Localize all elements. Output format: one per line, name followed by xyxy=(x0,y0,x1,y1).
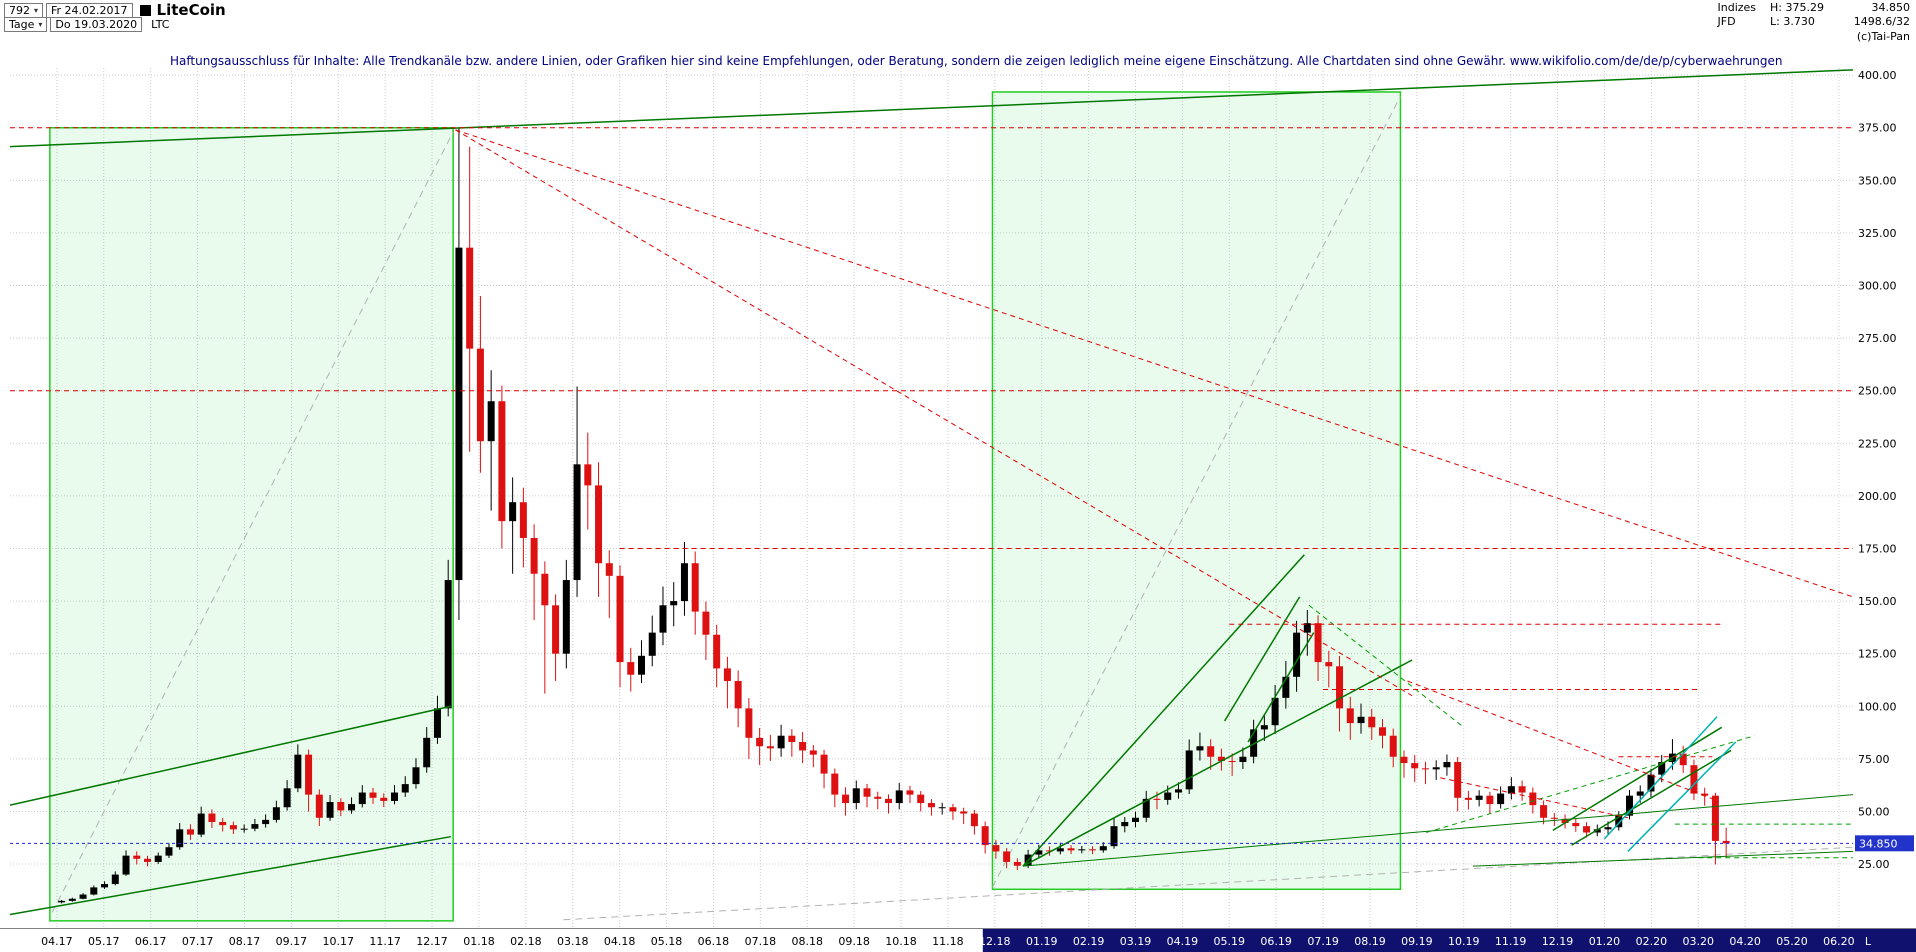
svg-text:06.17: 06.17 xyxy=(135,935,167,948)
symbol-code: LTC xyxy=(151,18,170,31)
svg-text:08.18: 08.18 xyxy=(791,935,823,948)
copyright-label: (c)Tai-Pan xyxy=(1856,30,1910,43)
svg-text:350.00: 350.00 xyxy=(1858,174,1897,187)
svg-text:09.18: 09.18 xyxy=(838,935,870,948)
svg-text:11.18: 11.18 xyxy=(932,935,964,948)
svg-text:09.17: 09.17 xyxy=(276,935,308,948)
svg-text:325.00: 325.00 xyxy=(1858,227,1897,240)
svg-text:02.19: 02.19 xyxy=(1073,935,1105,948)
svg-text:125.00: 125.00 xyxy=(1858,648,1897,661)
price-axis: 400.00 375.00 350.00 325.00 300.00 275.00 250.… xyxy=(41,69,1914,948)
svg-text:10.19: 10.19 xyxy=(1448,935,1480,948)
svg-text:200.00: 200.00 xyxy=(1858,490,1897,503)
svg-text:06.18: 06.18 xyxy=(698,935,730,948)
svg-text:01.20: 01.20 xyxy=(1589,935,1621,948)
scale-mode-label: L xyxy=(1865,935,1872,948)
caret-down-icon: ▾ xyxy=(38,20,43,29)
svg-text:12.18: 12.18 xyxy=(979,935,1011,948)
svg-text:07.18: 07.18 xyxy=(745,935,777,948)
svg-text:05.20: 05.20 xyxy=(1776,935,1808,948)
date-to-field[interactable]: Do 19.03.2020 xyxy=(50,17,143,32)
svg-text:05.18: 05.18 xyxy=(651,935,683,948)
svg-text:100.00: 100.00 xyxy=(1858,700,1897,713)
svg-text:225.00: 225.00 xyxy=(1858,437,1897,450)
svg-text:50.00: 50.00 xyxy=(1858,805,1890,818)
disclaimer-text: Haftungsausschluss für Inhalte: Alle Tre… xyxy=(170,54,1783,68)
svg-text:03.18: 03.18 xyxy=(557,935,589,948)
svg-text:02.18: 02.18 xyxy=(510,935,542,948)
bar-count-dropdown[interactable]: 792 ▾ xyxy=(4,2,44,18)
svg-text:06.20: 06.20 xyxy=(1823,935,1855,948)
svg-text:75.00: 75.00 xyxy=(1858,753,1890,766)
svg-text:08.19: 08.19 xyxy=(1354,935,1386,948)
low-value: L: 3.730 xyxy=(1770,15,1815,28)
header-row-2: Tage ▾ Do 19.03.2020 LTC xyxy=(4,17,169,32)
svg-text:150.00: 150.00 xyxy=(1858,595,1897,608)
svg-text:01.18: 01.18 xyxy=(463,935,495,948)
svg-text:12.17: 12.17 xyxy=(416,935,448,948)
svg-text:11.19: 11.19 xyxy=(1495,935,1527,948)
svg-text:250.00: 250.00 xyxy=(1858,385,1897,398)
svg-text:01.19: 01.19 xyxy=(1026,935,1058,948)
svg-text:05.19: 05.19 xyxy=(1214,935,1246,948)
high-value: H: 375.29 xyxy=(1770,1,1824,14)
date-from-field[interactable]: Fr 24.02.2017 xyxy=(46,2,133,18)
trend-lines-back xyxy=(51,95,1853,921)
svg-text:10.17: 10.17 xyxy=(323,935,355,948)
chart-plot-area[interactable] xyxy=(10,68,1853,928)
date-from-value: Fr 24.02.2017 xyxy=(51,3,128,17)
caret-down-icon: ▾ xyxy=(34,5,39,15)
header-info: Indizes H: 375.29 34.850 JFD L: 3.730 14… xyxy=(1718,1,1911,43)
svg-text:400.00: 400.00 xyxy=(1858,69,1897,82)
symbol-title: LiteCoin xyxy=(156,1,226,19)
svg-text:04.17: 04.17 xyxy=(41,935,73,948)
header-row-1: 792 ▾ Fr 24.02.2017 LiteCoin xyxy=(4,1,226,19)
svg-text:06.19: 06.19 xyxy=(1260,935,1292,948)
svg-text:175.00: 175.00 xyxy=(1858,542,1897,555)
svg-text:05.17: 05.17 xyxy=(88,935,120,948)
svg-text:03.19: 03.19 xyxy=(1120,935,1152,948)
svg-text:02.20: 02.20 xyxy=(1636,935,1668,948)
svg-text:12.19: 12.19 xyxy=(1542,935,1574,948)
svg-text:03.20: 03.20 xyxy=(1682,935,1714,948)
candlesticks xyxy=(58,127,1730,904)
feed-indizes-label: Indizes xyxy=(1717,1,1757,14)
period-value: Tage xyxy=(9,18,35,31)
last-price-tag xyxy=(1855,835,1914,852)
svg-text:300.00: 300.00 xyxy=(1858,280,1897,293)
trend-lines-front xyxy=(10,69,1853,916)
svg-text:04.20: 04.20 xyxy=(1729,935,1761,948)
volume-value: 1498.6/32 xyxy=(1853,15,1910,28)
svg-text:10.18: 10.18 xyxy=(885,935,917,948)
svg-text:11.17: 11.17 xyxy=(369,935,401,948)
svg-text:04.18: 04.18 xyxy=(604,935,636,948)
svg-text:275.00: 275.00 xyxy=(1858,332,1897,345)
feed-jfd-label: JFD xyxy=(1717,15,1736,28)
date-to-value: Do 19.03.2020 xyxy=(55,18,138,31)
last-price-value: 34.850 xyxy=(1871,1,1911,14)
bar-count-value: 792 xyxy=(9,3,30,17)
time-axis-highlight xyxy=(982,929,1916,952)
period-dropdown[interactable]: Tage ▾ xyxy=(4,17,48,32)
svg-text:25.00: 25.00 xyxy=(1858,858,1890,871)
svg-text:07.17: 07.17 xyxy=(182,935,214,948)
chart-color-swatch[interactable] xyxy=(139,4,151,16)
svg-text:04.19: 04.19 xyxy=(1167,935,1199,948)
svg-text:08.17: 08.17 xyxy=(229,935,261,948)
svg-text:07.19: 07.19 xyxy=(1307,935,1339,948)
svg-text:09.19: 09.19 xyxy=(1401,935,1433,948)
svg-text:375.00: 375.00 xyxy=(1858,122,1897,135)
svg-text:34.850: 34.850 xyxy=(1859,837,1898,850)
